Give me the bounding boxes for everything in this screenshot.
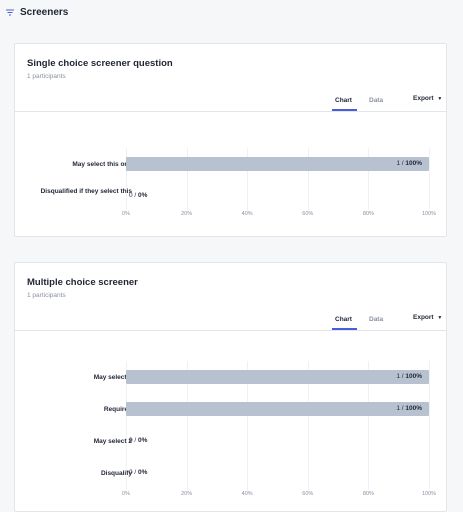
x-tick-label: 40% bbox=[241, 491, 253, 497]
grid-line bbox=[247, 361, 249, 490]
screeners-header[interactable]: Screeners bbox=[0, 0, 463, 24]
bar-chart: 0% 20% 40% 60% 80% 100% May select this one 1 /… bbox=[15, 44, 446, 238]
grid-line bbox=[429, 361, 430, 490]
grid-line bbox=[247, 148, 249, 210]
tab-chart[interactable]: Chart bbox=[335, 97, 352, 104]
bar-value-label: 0 / 0% bbox=[129, 192, 148, 199]
tab-data[interactable]: Data bbox=[369, 97, 384, 104]
grid-line bbox=[368, 148, 370, 210]
x-tick-label: 20% bbox=[181, 491, 193, 497]
export-label: Export bbox=[413, 95, 434, 102]
question-card-multiple: Multiple choice screener 1 participants … bbox=[14, 262, 447, 512]
category-label: Required bbox=[103, 405, 132, 413]
bar-value-label: 1 / 100% bbox=[396, 405, 422, 412]
x-tick-label: 80% bbox=[362, 491, 374, 497]
caret-down-icon: ▼ bbox=[437, 96, 443, 102]
bar-value-label: 1 / 100% bbox=[396, 373, 422, 380]
card-divider bbox=[15, 111, 446, 112]
category-label: Disqualified if they select this bbox=[40, 188, 132, 195]
section-title: Screeners bbox=[20, 6, 69, 18]
grid-line bbox=[307, 148, 309, 210]
category-label: May select 1 bbox=[93, 373, 132, 381]
bar bbox=[126, 157, 429, 171]
grid-line bbox=[126, 148, 127, 210]
x-tick-label: 60% bbox=[302, 211, 314, 217]
category-label: May select this one bbox=[72, 160, 132, 168]
bar bbox=[126, 370, 429, 384]
x-tick-label: 60% bbox=[302, 491, 314, 497]
x-tick-label: 100% bbox=[421, 211, 437, 217]
category-label: Disqualify bbox=[100, 469, 132, 477]
bar-value-label: 0 / 0% bbox=[129, 469, 148, 476]
filter-icon bbox=[5, 7, 15, 17]
export-label: Export bbox=[413, 314, 434, 321]
x-tick-label: 80% bbox=[362, 211, 374, 217]
grid-line bbox=[126, 361, 127, 490]
export-button[interactable]: Export ▼ bbox=[413, 314, 442, 321]
question-title: Multiple choice screener bbox=[27, 277, 138, 288]
category-label: May select 2 bbox=[93, 437, 132, 445]
grid-line bbox=[368, 361, 370, 490]
bar-value-label: 1 / 100% bbox=[396, 160, 422, 167]
tab-active-underline bbox=[332, 328, 357, 330]
tab-active-underline bbox=[332, 109, 357, 111]
participant-count: 1 participants bbox=[27, 73, 66, 80]
tab-data[interactable]: Data bbox=[369, 316, 384, 323]
question-card-single: Single choice screener question 1 partic… bbox=[14, 43, 447, 237]
bar-chart: 0% 20% 40% 60% 80% 100% May select 1 1 / 100% Re… bbox=[15, 263, 446, 512]
export-button[interactable]: Export ▼ bbox=[413, 95, 442, 102]
x-tick-label: 0% bbox=[122, 491, 130, 497]
grid-line bbox=[186, 148, 188, 210]
caret-down-icon: ▼ bbox=[437, 315, 443, 321]
question-title: Single choice screener question bbox=[27, 58, 173, 69]
x-tick-label: 40% bbox=[241, 211, 253, 217]
x-tick-label: 0% bbox=[122, 211, 130, 217]
tab-chart[interactable]: Chart bbox=[335, 316, 352, 323]
participant-count: 1 participants bbox=[27, 292, 66, 299]
grid-line bbox=[429, 148, 430, 210]
grid-line bbox=[186, 361, 188, 490]
bar-value-label: 0 / 0% bbox=[129, 437, 148, 444]
grid-line bbox=[307, 361, 309, 490]
x-tick-label: 20% bbox=[181, 211, 193, 217]
card-divider bbox=[15, 330, 446, 331]
x-tick-label: 100% bbox=[421, 491, 437, 497]
bar bbox=[126, 402, 429, 416]
